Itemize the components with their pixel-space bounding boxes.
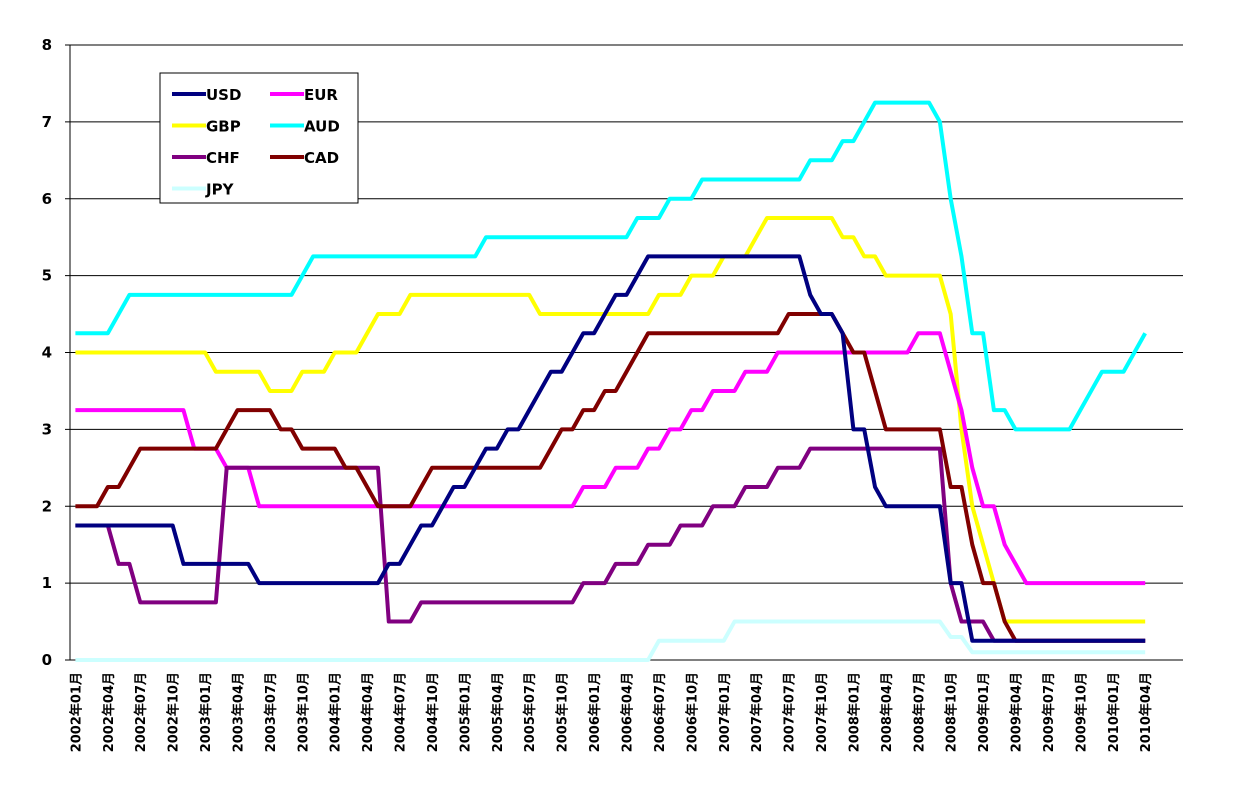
x-tick-label: 2005年10月 [555, 672, 571, 752]
x-tick-label: 2004年01月 [328, 672, 344, 752]
legend-label: GBP [206, 118, 241, 136]
series-line [75, 331, 1146, 586]
x-tick-label: 2008年07月 [911, 672, 927, 752]
series-line [75, 215, 1146, 624]
series-line [75, 312, 1146, 643]
x-tick-label: 2007年10月 [814, 672, 830, 752]
series-line [75, 100, 1147, 432]
legend-label: USD [206, 86, 241, 104]
x-tick-label: 2003年04月 [230, 672, 246, 752]
y-tick-label: 1 [42, 574, 52, 592]
y-tick-label: 3 [42, 420, 52, 438]
x-tick-label: 2003年01月 [198, 672, 214, 752]
legend-label: CAD [304, 149, 339, 167]
x-tick-label: 2003年10月 [295, 672, 311, 752]
x-tick-label: 2007年01月 [717, 672, 733, 752]
x-tick-label: 2006年01月 [587, 672, 603, 752]
x-tick-label: 2009年10月 [1073, 672, 1089, 752]
legend-label: AUD [304, 118, 340, 136]
x-tick-label: 2004年04月 [360, 672, 376, 752]
x-tick-label: 2007年07月 [782, 672, 798, 752]
y-tick-label: 7 [42, 113, 52, 131]
x-tick-label: 2003年07月 [263, 672, 279, 752]
series-line [75, 254, 1146, 643]
x-tick-label: 2005年01月 [457, 672, 473, 752]
y-tick-label: 6 [42, 190, 52, 208]
legend-label: JPY [205, 181, 235, 199]
y-tick-label: 2 [42, 497, 52, 515]
x-tick-label: 2008年10月 [944, 672, 960, 752]
x-tick-label: 2006年07月 [652, 672, 668, 752]
x-tick-label: 2002年10月 [166, 672, 182, 752]
y-tick-label: 0 [42, 651, 52, 669]
x-tick-label: 2002年04月 [101, 672, 117, 752]
x-tick-label: 2010年04月 [1138, 672, 1154, 752]
x-tick-label: 2009年04月 [1009, 672, 1025, 752]
x-tick-label: 2006年04月 [620, 672, 636, 752]
x-tick-label: 2009年01月 [976, 672, 992, 752]
x-tick-label: 2005年07月 [522, 672, 538, 752]
x-tick-label: 2008年01月 [846, 672, 862, 752]
x-tick-label: 2008年04月 [879, 672, 895, 752]
x-tick-label: 2002年01月 [68, 672, 84, 752]
x-tick-label: 2007年04月 [749, 672, 765, 752]
x-tick-label: 2004年10月 [425, 672, 441, 752]
x-tick-label: 2005年04月 [490, 672, 506, 752]
x-tick-label: 2010年01月 [1106, 672, 1122, 752]
x-tick-label: 2006年10月 [684, 672, 700, 752]
x-tick-label: 2002年07月 [133, 672, 149, 752]
legend-label: CHF [206, 149, 240, 167]
legend-label: EUR [304, 86, 338, 104]
x-tick-label: 2004年07月 [393, 672, 409, 752]
y-tick-label: 4 [42, 344, 52, 362]
y-tick-label: 8 [42, 36, 52, 54]
legend: USD EUR GBP AUD CHF CAD JPY [159, 72, 359, 204]
x-tick-label: 2009年07月 [1041, 672, 1057, 752]
y-tick-label: 5 [42, 267, 52, 285]
series-line [75, 619, 1146, 662]
